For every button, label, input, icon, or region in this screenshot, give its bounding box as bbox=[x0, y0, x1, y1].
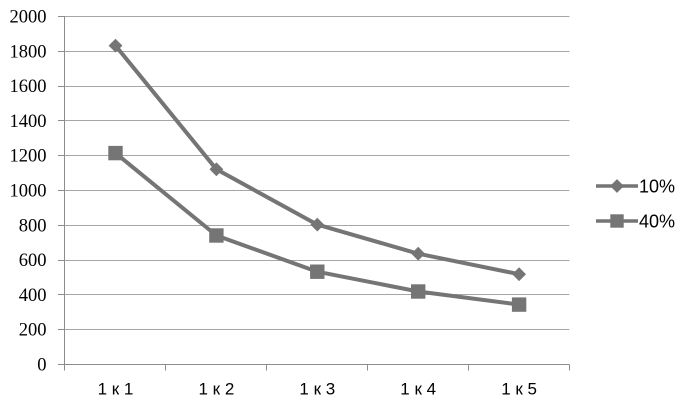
svg-text:600: 600 bbox=[19, 251, 47, 271]
svg-text:1 к 5: 1 к 5 bbox=[501, 380, 537, 399]
svg-text:1800: 1800 bbox=[10, 42, 47, 62]
svg-text:1600: 1600 bbox=[10, 77, 47, 97]
svg-text:1 к 3: 1 к 3 bbox=[299, 380, 335, 399]
svg-text:1 к 1: 1 к 1 bbox=[98, 380, 134, 399]
svg-text:400: 400 bbox=[19, 286, 47, 306]
svg-text:40%: 40% bbox=[639, 211, 675, 231]
svg-text:2000: 2000 bbox=[10, 8, 47, 28]
svg-text:1 к 4: 1 к 4 bbox=[400, 380, 436, 399]
svg-text:800: 800 bbox=[19, 216, 47, 236]
svg-text:10%: 10% bbox=[639, 176, 675, 196]
svg-text:200: 200 bbox=[19, 321, 47, 341]
svg-text:0: 0 bbox=[37, 356, 46, 376]
svg-text:1200: 1200 bbox=[10, 147, 47, 167]
svg-text:1 к 2: 1 к 2 bbox=[199, 380, 235, 399]
svg-text:1400: 1400 bbox=[10, 112, 47, 132]
svg-text:1000: 1000 bbox=[10, 182, 47, 202]
